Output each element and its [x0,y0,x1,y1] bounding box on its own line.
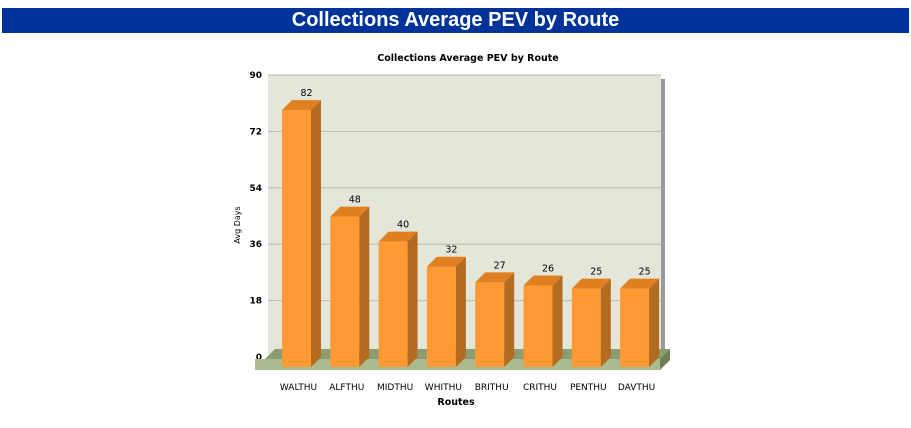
x-tick-label: DAVTHU [618,383,655,393]
bar-front [330,216,360,367]
x-tick-label: WALTHU [280,383,317,393]
data-label: 82 [300,88,312,99]
bar [523,275,563,367]
bar [426,256,466,367]
bar-front [378,241,408,367]
bar [620,278,660,367]
y-tick-label: 0 [256,353,262,363]
data-label: 25 [590,267,602,278]
bar-front [282,110,311,368]
bar-side [455,256,466,367]
floor-side [660,349,670,370]
bar-top [426,256,466,267]
data-label: 26 [542,264,554,275]
bar-side [359,206,370,367]
bar-front [475,282,505,367]
bar [475,272,515,367]
bar-side [600,278,611,367]
bar [330,206,370,367]
x-tick-label: BRITHU [475,383,509,393]
x-axis-label: Routes [437,397,475,408]
bar-front [571,288,601,367]
y-tick-label: 36 [249,240,262,250]
data-label: 40 [397,220,409,231]
data-label: 27 [494,260,506,271]
bar-side [311,100,321,368]
plot-shadow [661,79,665,361]
y-tick-label: 72 [249,127,262,137]
bar-top [523,275,563,286]
bar-front [426,266,456,367]
y-axis-label: Avg Days [233,206,242,243]
x-tick-label: PENTHU [570,383,607,393]
bar-front [620,288,650,367]
bar-top [378,231,418,242]
bar [378,231,418,367]
bar-side [552,275,563,367]
data-label: 32 [445,245,457,256]
bar-top [330,206,370,217]
data-label: 48 [349,195,361,206]
bar-top [571,278,611,289]
bar-side [504,272,515,367]
chart-title: Collections Average PEV by Route [377,53,558,64]
y-tick-label: 54 [249,184,262,194]
bar-side [407,231,418,367]
bar [571,278,611,367]
data-label: 25 [639,267,651,278]
bar-top [620,278,660,289]
bar [282,100,321,368]
y-tick-label: 18 [249,297,262,307]
y-tick-label: 90 [249,71,262,81]
page-title: Collections Average PEV by Route [2,8,909,33]
x-tick-label: ALFTHU [329,383,364,393]
x-tick-label: MIDTHU [377,383,413,393]
plot-area: 0 18 36 54 72 90 82 WALTHU 48 ALFTHU 40 MIDTHU 32 WHI… [249,71,670,393]
bar-top [475,272,515,283]
bar-front [523,285,553,367]
bar-side [649,278,660,367]
x-tick-label: WHITHU [425,383,462,393]
x-tick-label: CRITHU [523,383,557,393]
bar-top [282,100,321,111]
